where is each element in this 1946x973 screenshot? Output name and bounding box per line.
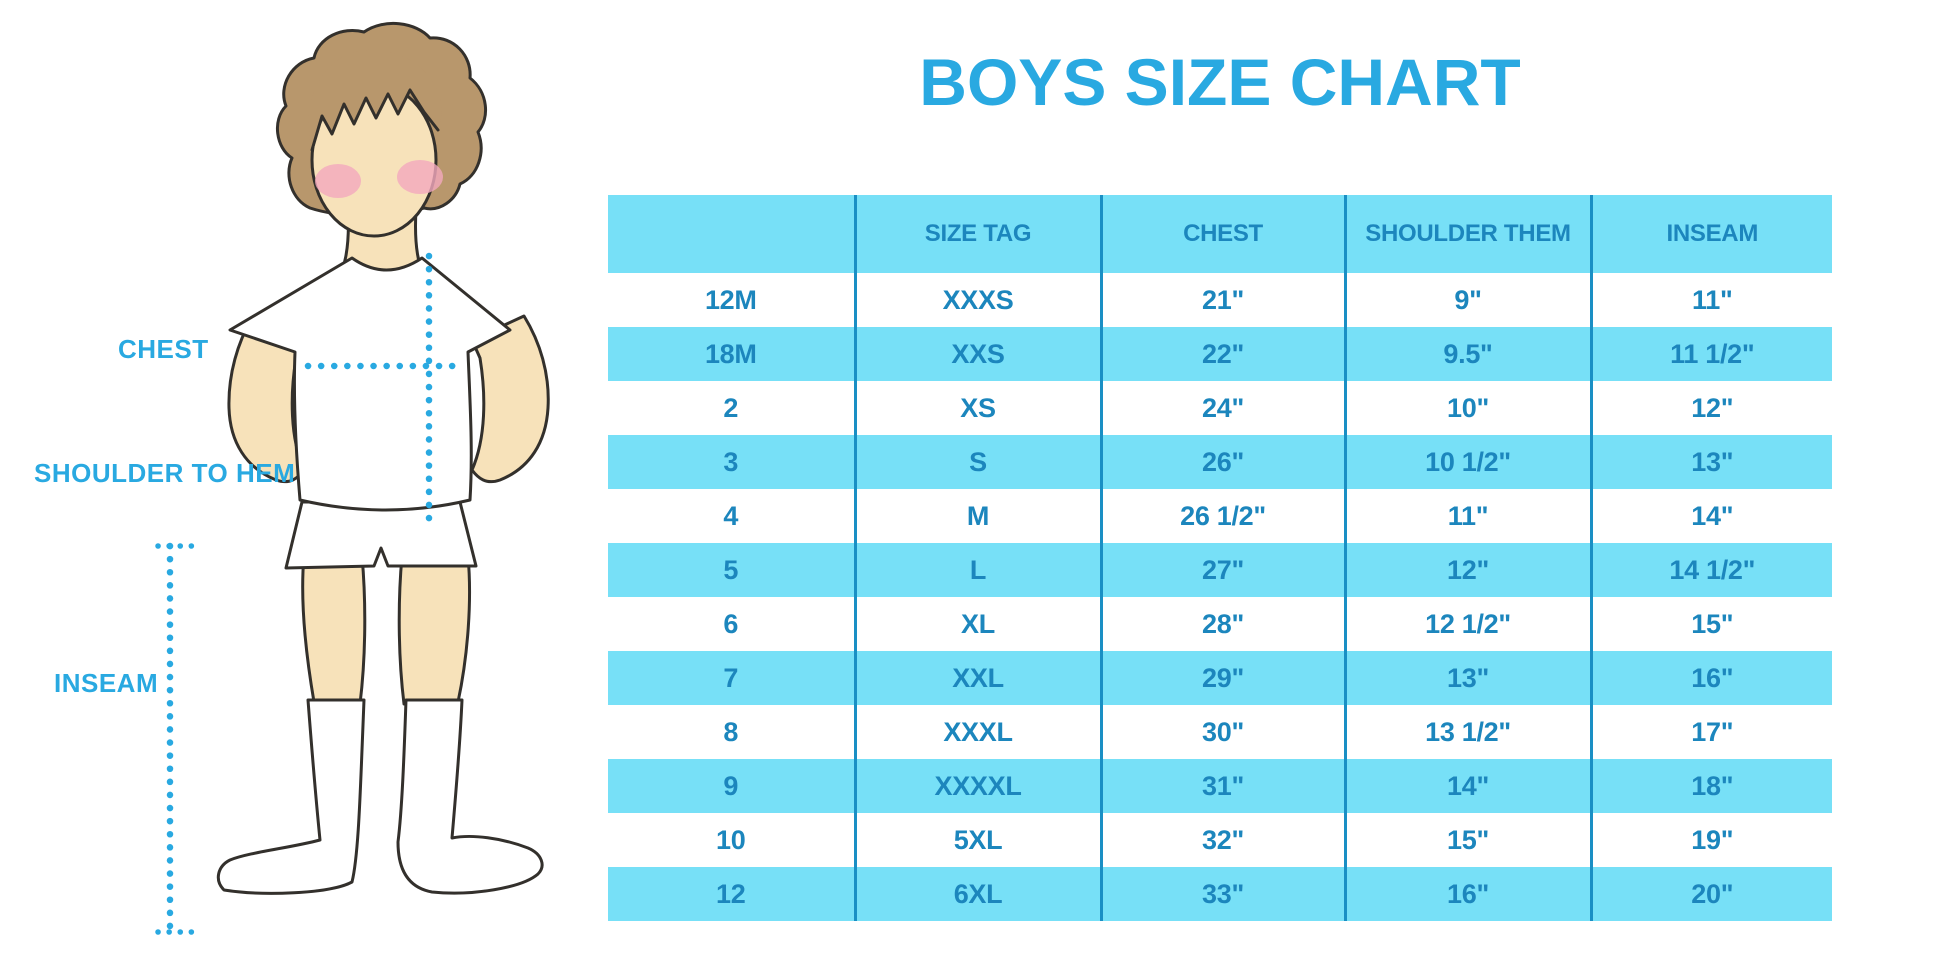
right-arm-shape xyxy=(470,314,550,484)
cell-size: 10 xyxy=(608,813,855,867)
cell-shoulder: 13 1/2" xyxy=(1343,705,1591,759)
cell-chest: 32" xyxy=(1099,813,1345,867)
cell-size: 12M xyxy=(608,273,855,327)
cell-size-tag: XL xyxy=(853,597,1101,651)
shirt-shape xyxy=(228,256,512,512)
table-row: 2 XS 24" 10" 12" xyxy=(608,381,1832,435)
cell-size-tag: XS xyxy=(853,381,1101,435)
cell-chest: 26 1/2" xyxy=(1099,489,1345,543)
column-header-chest: CHEST xyxy=(1099,195,1345,273)
cell-size-tag: XXL xyxy=(853,651,1101,705)
shorts-shape xyxy=(284,500,478,570)
table-row: 3 S 26" 10 1/2" 13" xyxy=(608,435,1832,489)
cell-shoulder: 12" xyxy=(1343,543,1591,597)
left-leg-shape xyxy=(301,554,367,706)
table-row: 12 6XL 33" 16" 20" xyxy=(608,867,1832,921)
header-row: SIZE TAG CHEST SHOULDER THEM INSEAM xyxy=(608,195,1832,273)
table-row: 9 XXXXL 31" 14" 18" xyxy=(608,759,1832,813)
cell-inseam: 14 1/2" xyxy=(1589,543,1832,597)
cell-inseam: 14" xyxy=(1589,489,1832,543)
column-header-size xyxy=(608,195,855,273)
cell-chest: 22" xyxy=(1099,327,1345,381)
cell-chest: 33" xyxy=(1099,867,1345,921)
cell-size-tag: XXXS xyxy=(853,273,1101,327)
cell-inseam: 19" xyxy=(1589,813,1832,867)
column-header-size-tag: SIZE TAG xyxy=(853,195,1101,273)
table-row: 12M XXXS 21" 9" 11" xyxy=(608,273,1832,327)
boy-measurement-illustration xyxy=(155,21,550,936)
table-row: 4 M 26 1/2" 11" 14" xyxy=(608,489,1832,543)
cell-size: 5 xyxy=(608,543,855,597)
cell-size: 18M xyxy=(608,327,855,381)
cell-shoulder: 16" xyxy=(1343,867,1591,921)
cell-size: 4 xyxy=(608,489,855,543)
boys-size-table: SIZE TAG CHEST SHOULDER THEM INSEAM 12M … xyxy=(608,195,1832,921)
cell-size: 3 xyxy=(608,435,855,489)
cell-size: 2 xyxy=(608,381,855,435)
table-row: 6 XL 28" 12 1/2" 15" xyxy=(608,597,1832,651)
cell-size-tag: XXS xyxy=(853,327,1101,381)
table-row: 7 XXL 29" 13" 16" xyxy=(608,651,1832,705)
left-sock-shape xyxy=(216,698,366,895)
hair-fringe-shape xyxy=(308,49,442,150)
cell-size-tag: XXXL xyxy=(853,705,1101,759)
cell-shoulder: 15" xyxy=(1343,813,1591,867)
cell-size-tag: L xyxy=(853,543,1101,597)
cell-chest: 28" xyxy=(1099,597,1345,651)
cell-chest: 24" xyxy=(1099,381,1345,435)
cell-shoulder: 11" xyxy=(1343,489,1591,543)
cell-shoulder: 12 1/2" xyxy=(1343,597,1591,651)
cell-size-tag: M xyxy=(853,489,1101,543)
cell-shoulder: 10 1/2" xyxy=(1343,435,1591,489)
cell-inseam: 12" xyxy=(1589,381,1832,435)
right-leg-shape xyxy=(397,554,472,706)
cell-shoulder: 14" xyxy=(1343,759,1591,813)
cell-size: 8 xyxy=(608,705,855,759)
cell-size-tag: S xyxy=(853,435,1101,489)
page-title: BOYS SIZE CHART xyxy=(919,45,1521,119)
cell-shoulder: 13" xyxy=(1343,651,1591,705)
column-header-shoulder: SHOULDER THEM xyxy=(1343,195,1591,273)
cell-inseam: 11" xyxy=(1589,273,1832,327)
cell-size: 7 xyxy=(608,651,855,705)
table-row: 18M XXS 22" 9.5" 11 1/2" xyxy=(608,327,1832,381)
cell-chest: 30" xyxy=(1099,705,1345,759)
cell-shoulder: 9" xyxy=(1343,273,1591,327)
cell-size-tag: XXXXL xyxy=(853,759,1101,813)
cell-size: 6 xyxy=(608,597,855,651)
cell-inseam: 13" xyxy=(1589,435,1832,489)
cell-size-tag: 5XL xyxy=(853,813,1101,867)
cell-chest: 26" xyxy=(1099,435,1345,489)
inseam-measure-label: INSEAM xyxy=(54,668,159,698)
cell-size-tag: 6XL xyxy=(853,867,1101,921)
cell-inseam: 17" xyxy=(1589,705,1832,759)
cell-inseam: 20" xyxy=(1589,867,1832,921)
cell-chest: 21" xyxy=(1099,273,1345,327)
cell-inseam: 11 1/2" xyxy=(1589,327,1832,381)
cell-inseam: 16" xyxy=(1589,651,1832,705)
cell-chest: 31" xyxy=(1099,759,1345,813)
cell-shoulder: 9.5" xyxy=(1343,327,1591,381)
cell-shoulder: 10" xyxy=(1343,381,1591,435)
left-blush xyxy=(315,164,361,198)
hair-fringe-outline xyxy=(310,88,440,152)
right-blush xyxy=(397,160,443,194)
chest-measure-label: CHEST xyxy=(118,334,209,364)
cell-size: 9 xyxy=(608,759,855,813)
cell-chest: 29" xyxy=(1099,651,1345,705)
table-row: 8 XXXL 30" 13 1/2" 17" xyxy=(608,705,1832,759)
table-row: 10 5XL 32" 15" 19" xyxy=(608,813,1832,867)
shoulder-to-hem-measure-label: SHOULDER TO HEM xyxy=(34,458,296,488)
cell-size: 12 xyxy=(608,867,855,921)
right-sock-shape xyxy=(396,698,544,895)
cell-chest: 27" xyxy=(1099,543,1345,597)
left-arm-shape xyxy=(227,316,306,484)
cell-inseam: 15" xyxy=(1589,597,1832,651)
column-header-inseam: INSEAM xyxy=(1589,195,1832,273)
cell-inseam: 18" xyxy=(1589,759,1832,813)
table-row: 5 L 27" 12" 14 1/2" xyxy=(608,543,1832,597)
